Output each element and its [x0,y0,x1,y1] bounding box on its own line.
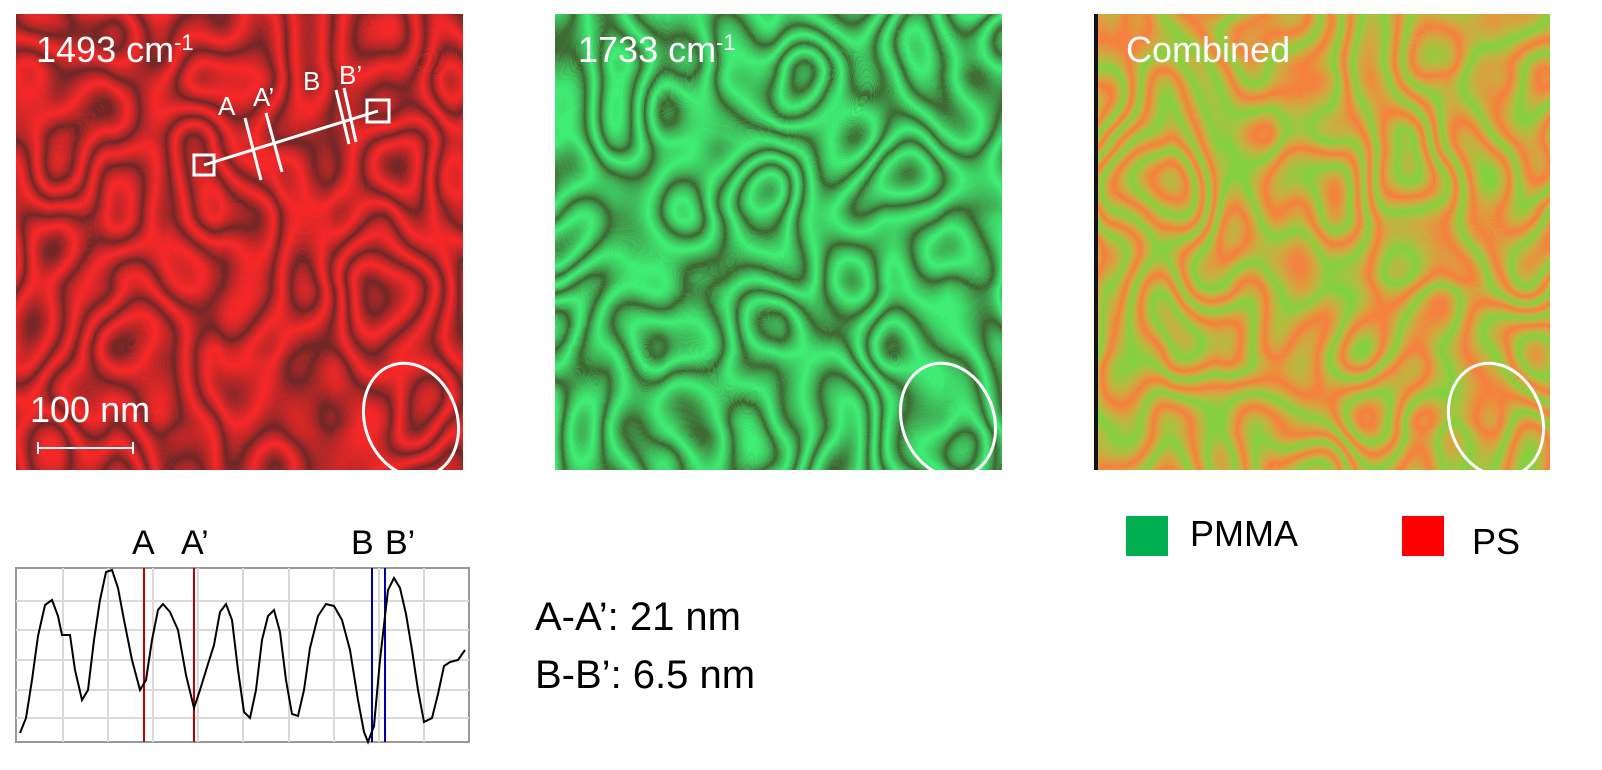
label-text: 1733 cm [578,29,716,70]
profile-marker: B’ [385,524,415,562]
ir-image-1733 [555,14,1002,470]
line-profile-overlay [192,87,391,181]
highlight-ellipse [898,361,998,479]
profile-plot [15,567,470,745]
ir-image-1493 [16,14,463,470]
scale-bar [37,442,134,454]
marker-label: B’ [339,60,362,90]
image-edge [1094,14,1098,470]
combined-image [1094,14,1550,470]
profile-marker: B [351,524,374,562]
measurement: B-B’: 6.5 nm [535,653,755,697]
highlight-ellipse [1446,361,1546,479]
panel-label: Combined [1126,29,1290,70]
panel-label: 1733 cm-1 [578,29,736,70]
label-sup: -1 [174,30,194,55]
label-sup: -1 [716,30,736,55]
marker-label: A [218,91,236,121]
scale-bar-label: 100 nm [30,389,150,430]
marker-label: A’ [253,82,274,112]
legend-swatch [1402,516,1444,556]
marker-label: B [303,66,320,96]
label-text: 1493 cm [36,29,174,70]
legend-label: PS [1472,521,1520,562]
legend-label: PMMA [1190,513,1298,554]
profile-marker: A [132,524,155,562]
highlight-ellipse [361,361,461,479]
legend-swatch [1126,516,1168,556]
profile-marker: A’ [181,524,209,562]
measurement: A-A’: 21 nm [535,595,741,639]
panel-label: 1493 cm-1 [36,29,194,70]
